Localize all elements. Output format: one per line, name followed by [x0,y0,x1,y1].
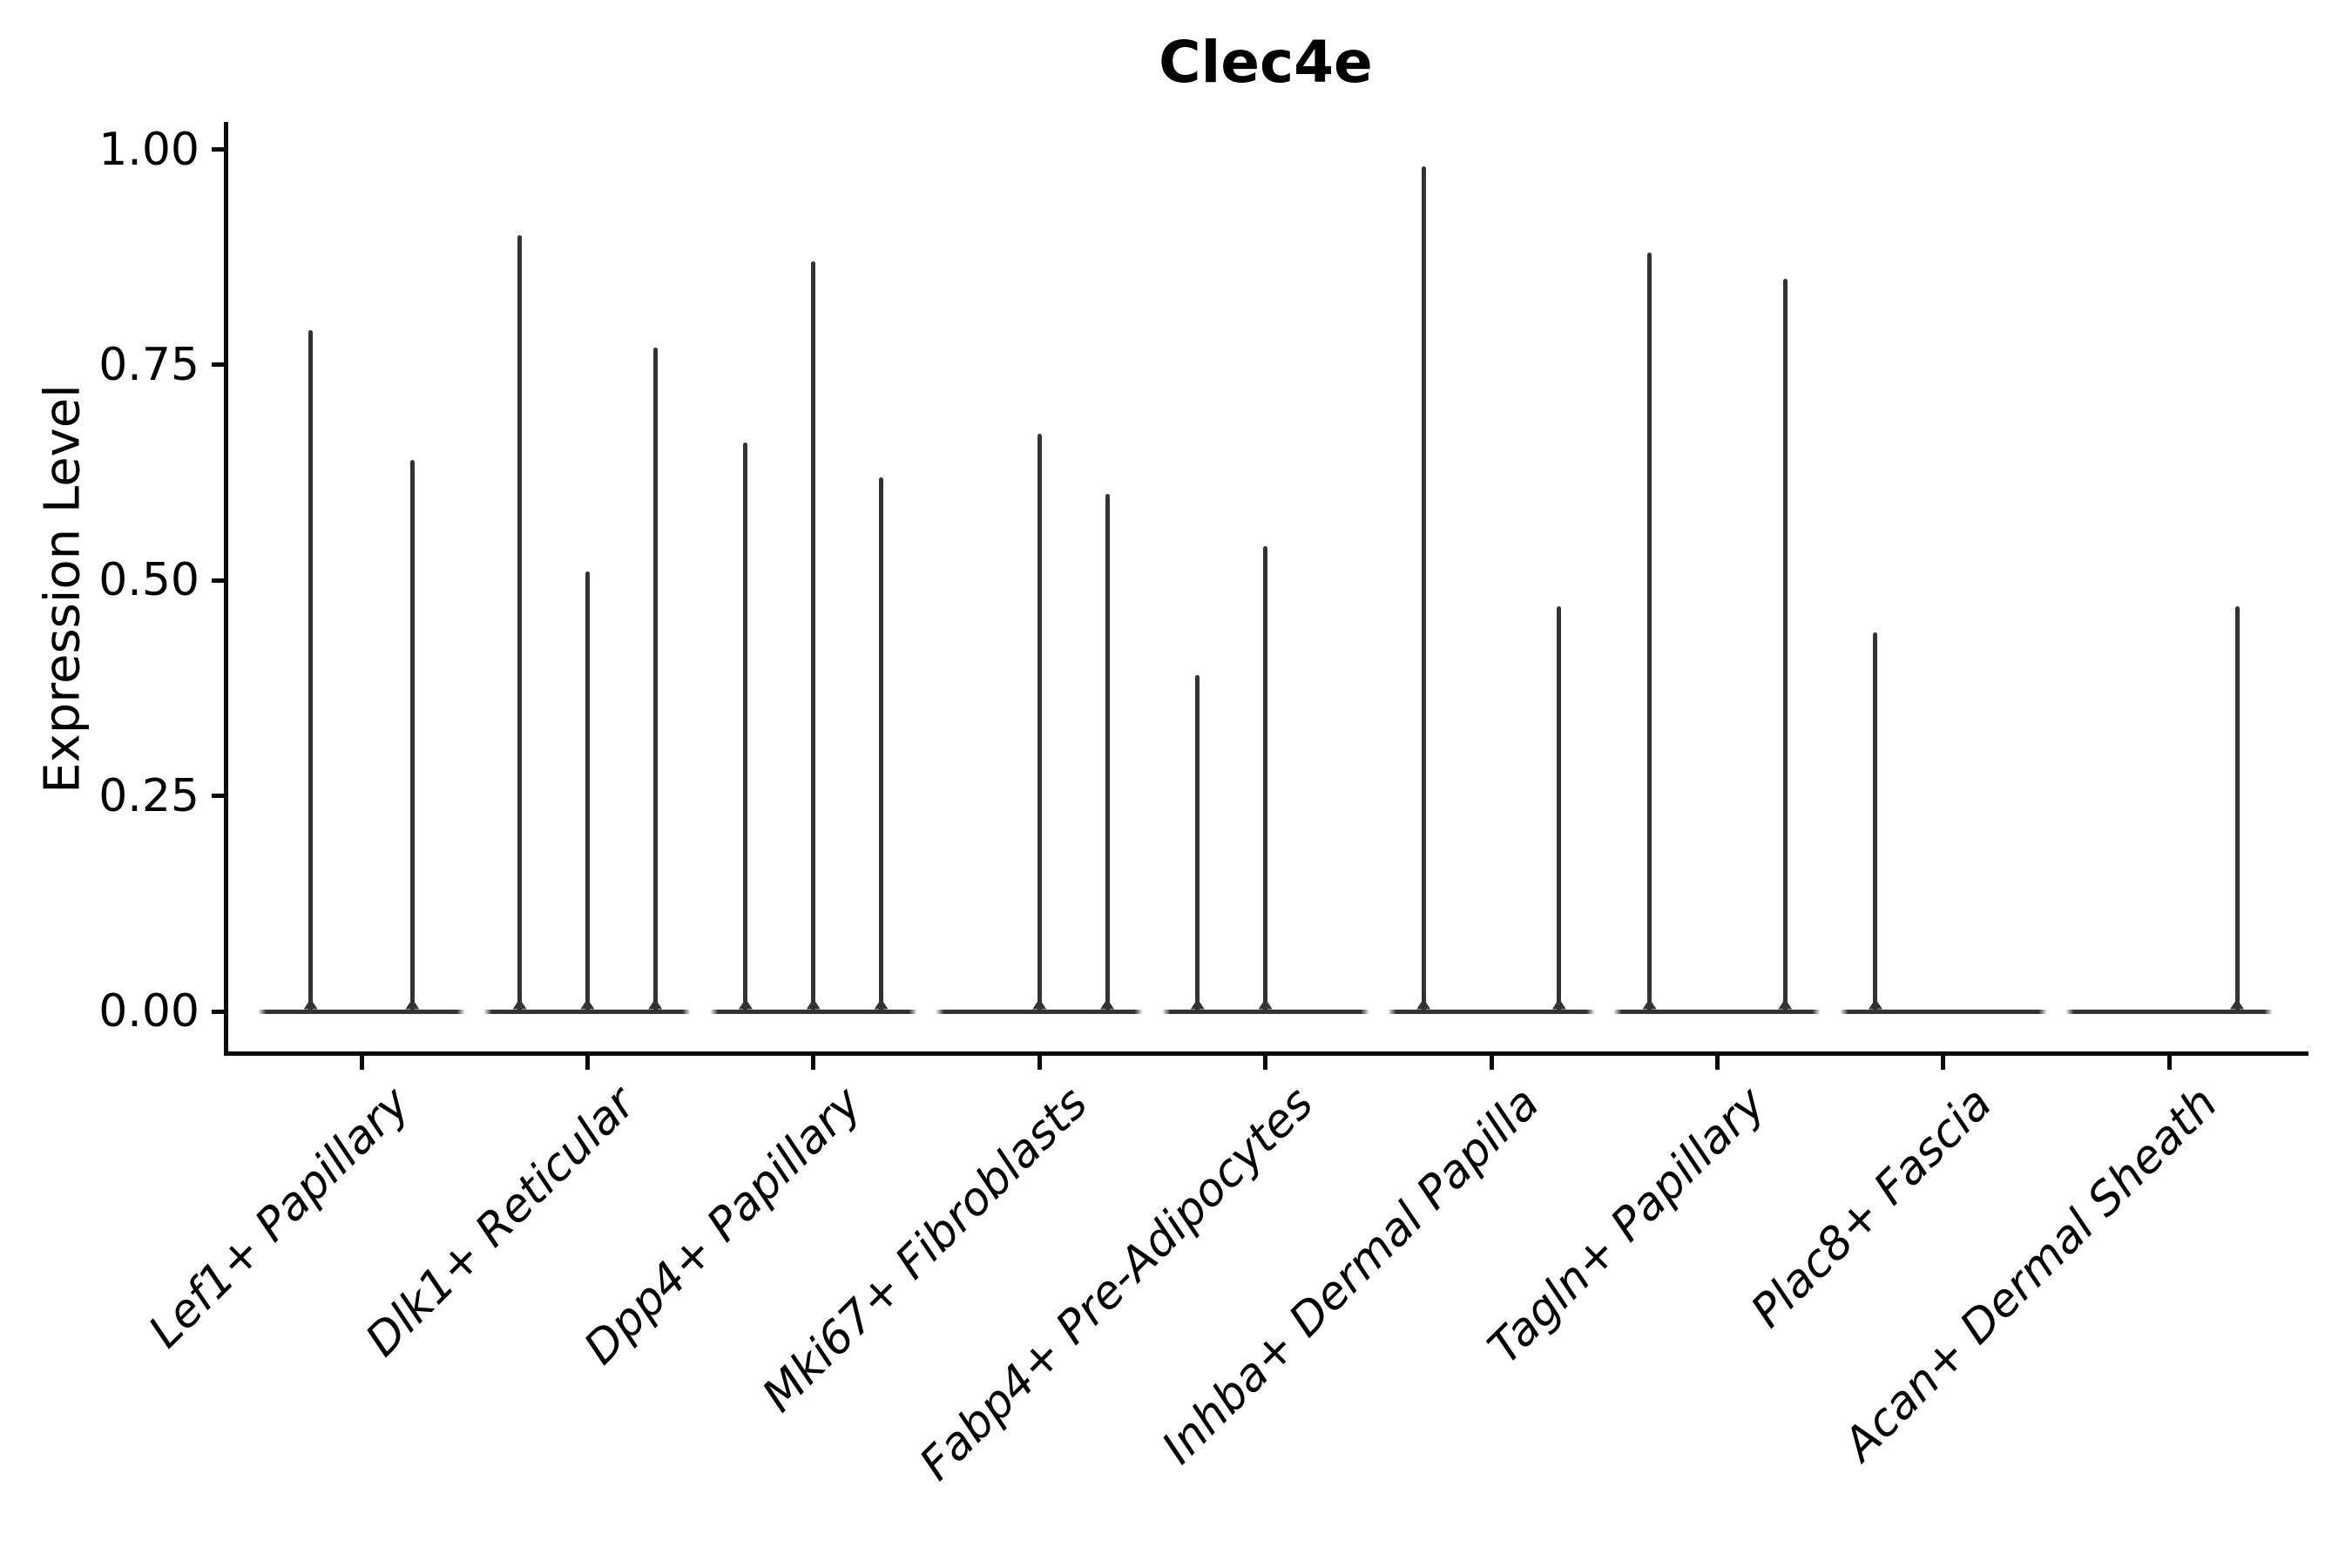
violin-spike [1105,494,1110,1014]
y-tick-mark [211,578,224,583]
violin-spike-flare [806,998,821,1010]
violin-spike-flare [1100,998,1115,1010]
y-tick-mark [211,147,224,152]
y-tick-label: 0.00 [98,985,199,1037]
violin-spike [1873,632,1878,1014]
violin-spike [1557,605,1562,1014]
violin-spike-flare [1032,998,1047,1010]
violin-spike [743,442,748,1014]
x-tick-mark [811,1056,816,1070]
violin-spike-flare [1778,998,1793,1010]
violin-spike-flare [405,998,420,1010]
violin-spike-flare [874,998,889,1010]
violin-baseline [1613,1009,1821,1014]
violin-spike-flare [580,998,595,1010]
violin-spike-flare [1416,998,1431,1010]
violin-spike-flare [1868,998,1882,1010]
violin-spike-flare [1551,998,1566,1010]
violin-spike-flare [2230,998,2245,1010]
violin-spike [1421,166,1426,1014]
x-tick-mark [359,1056,364,1070]
violin-baseline [2065,1009,2274,1014]
y-tick-mark [211,794,224,799]
x-tick-label: Inhba+ Dermal Papilla [1152,1077,1551,1475]
x-tick-mark [1714,1056,1720,1070]
violin-spike [1647,253,1652,1014]
x-tick-label: Acan+ Dermal Sheath [1834,1077,2228,1471]
x-tick-mark [1037,1056,1042,1070]
violin-spike [585,571,590,1014]
violin-spike [308,330,314,1014]
y-tick-mark [211,1009,224,1014]
violin-spike-flare [512,998,527,1010]
x-tick-mark [585,1056,590,1070]
violin-spike [517,235,523,1014]
violin-spike-flare [1258,998,1273,1010]
violin-spike-flare [648,998,663,1010]
x-tick-mark [2166,1056,2172,1070]
violin-spike-flare [1642,998,1657,1010]
chart-title: Clec4e [1159,29,1373,96]
violin-spike-flare [1190,998,1205,1010]
x-tick-mark [1263,1056,1268,1070]
violin-spike [1263,545,1268,1014]
violin-spike-flare [738,998,753,1010]
violin-baseline [1839,1009,2047,1014]
violin-spike [1195,675,1200,1014]
y-tick-mark [211,362,224,368]
x-tick-label: Plac8+ Fascia [1740,1077,2002,1338]
x-tick-label: Fabp4+ Pre-Adipocytes [910,1077,1324,1491]
x-tick-mark [1941,1056,1946,1070]
violin-baseline [1388,1009,1595,1014]
y-tick-label: 0.50 [98,554,199,607]
y-tick-label: 1.00 [98,123,199,176]
x-tick-mark [1489,1056,1494,1070]
violin-spike [1782,278,1788,1014]
violin-spike [1037,434,1042,1014]
violin-spike [2234,605,2240,1014]
violin-spike [811,261,816,1014]
y-tick-label: 0.75 [98,338,199,391]
violin-spike-flare [303,998,318,1010]
violin-spike [652,348,658,1014]
violin-spike [879,476,884,1014]
violin-spike [409,459,415,1014]
violin-baseline [258,1009,465,1014]
y-axis-spine [223,122,228,1056]
y-tick-label: 0.25 [98,769,199,822]
x-axis-spine [223,1051,2308,1056]
